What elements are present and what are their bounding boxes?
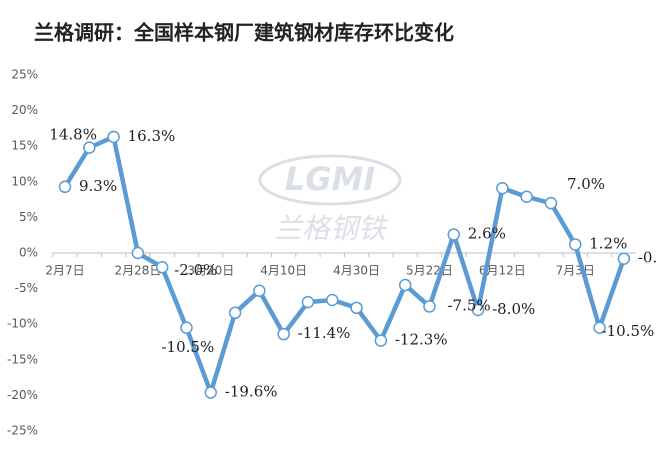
- y-tick-label: -25%: [7, 424, 38, 438]
- data-point: [131, 246, 145, 260]
- y-tick-label: 5%: [19, 210, 38, 224]
- data-point: [155, 260, 169, 274]
- data-point: [471, 303, 485, 317]
- value-label: 2.6%: [468, 224, 506, 242]
- data-point: [350, 301, 363, 315]
- value-label: -12.3%: [395, 331, 448, 349]
- data-point: [593, 321, 606, 335]
- data-point: [544, 196, 558, 210]
- x-tick-label: 5月22日: [406, 264, 453, 278]
- value-label: 9.3%: [79, 177, 117, 195]
- value-label: 7.0%: [567, 175, 605, 193]
- value-label: -11.4%: [298, 324, 351, 342]
- value-label: -10.5%: [161, 338, 214, 356]
- watermark-ring: [258, 154, 402, 206]
- data-point: [83, 141, 96, 154]
- x-tick-label: 2月28日: [114, 264, 161, 278]
- data-point: [496, 181, 509, 195]
- data-point: [617, 252, 631, 265]
- y-tick-label: -20%: [7, 388, 38, 402]
- data-point: [107, 130, 120, 144]
- data-point: [253, 284, 266, 297]
- data-point: [204, 386, 218, 399]
- value-label: -8.0%: [492, 300, 535, 318]
- x-tick-label: 7月3日: [556, 264, 595, 278]
- watermark-logo: LGMI: [285, 160, 376, 198]
- value-label: 1.2%: [589, 234, 627, 252]
- data-point: [520, 190, 533, 204]
- x-tick-label: 4月30日: [333, 264, 380, 278]
- value-label: 14.8%: [49, 126, 97, 144]
- value-label: 16.3%: [128, 127, 176, 145]
- value-label: -7.5%: [447, 296, 490, 314]
- watermark: LGMI 兰格钢铁: [258, 154, 402, 245]
- data-point: [398, 278, 412, 292]
- x-tick-label: 3月20日: [187, 264, 234, 278]
- y-tick-label: 20%: [11, 103, 38, 117]
- y-tick-label: -5%: [15, 281, 38, 295]
- data-point: [228, 306, 242, 320]
- y-tick-label: -15%: [7, 352, 38, 366]
- value-label: -0.8%: [638, 249, 657, 267]
- y-tick-label: 10%: [11, 174, 38, 188]
- data-point: [423, 300, 436, 313]
- data-point: [301, 295, 315, 309]
- y-tick-label: 15%: [11, 139, 38, 153]
- x-tick-label: 2月7日: [45, 264, 84, 278]
- value-label: -10.5%: [602, 322, 655, 340]
- y-tick-label: 25%: [11, 68, 38, 82]
- x-tick-label: 6月12日: [479, 264, 526, 278]
- data-point: [180, 321, 193, 335]
- value-label: -2.0%: [174, 261, 217, 279]
- chart-title: 兰格调研：全国样本钢厂建筑钢材库存环比变化: [34, 21, 454, 45]
- data-point: [569, 238, 582, 251]
- x-tick-label: 4月10日: [260, 264, 307, 278]
- y-tick-label: 0%: [19, 246, 38, 260]
- data-point: [58, 180, 72, 194]
- data-point: [447, 228, 461, 241]
- watermark-text: 兰格钢铁: [274, 212, 389, 245]
- data-point: [277, 327, 290, 341]
- data-point: [374, 334, 388, 347]
- data-point: [326, 293, 339, 307]
- value-label: -19.6%: [225, 383, 278, 401]
- y-tick-label: -10%: [7, 317, 38, 331]
